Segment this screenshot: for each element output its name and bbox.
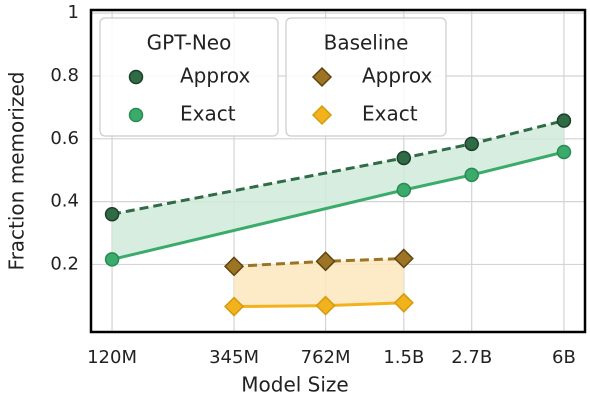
- marker: [104, 252, 120, 267]
- marker: [396, 182, 412, 198]
- x-tick-label: 120M: [87, 347, 137, 368]
- marker: [223, 256, 245, 277]
- marker: [311, 104, 333, 126]
- x-axis-label: Model Size: [241, 373, 348, 397]
- marker: [464, 136, 479, 152]
- legend-box: [99, 17, 279, 137]
- y-tick-label: 0.2: [50, 253, 79, 274]
- marker: [315, 295, 336, 316]
- marker: [393, 248, 414, 269]
- marker: [393, 292, 414, 313]
- marker: [223, 296, 245, 317]
- legend-label: Exact: [362, 102, 418, 126]
- marker: [128, 69, 144, 85]
- series-line: [111, 119, 565, 216]
- y-axis-label: Fraction memorized: [5, 72, 29, 271]
- marker: [464, 167, 479, 183]
- legend-label: Approx: [362, 64, 432, 88]
- marker: [315, 251, 336, 272]
- band-fill: [112, 120, 564, 260]
- y-tick-label: 0.4: [50, 191, 79, 212]
- plot-frame: [89, 8, 587, 334]
- legend-box: [285, 17, 447, 137]
- series-line: [111, 150, 565, 261]
- legend-title: Baseline: [324, 31, 409, 55]
- marker: [128, 107, 144, 123]
- x-tick-label: 345M: [209, 347, 259, 368]
- x-tick-label: 6B: [552, 347, 576, 368]
- x-tick-label: 1.5B: [383, 347, 424, 368]
- x-tick-label: 2.7B: [451, 347, 492, 368]
- marker: [556, 113, 572, 128]
- y-tick-label: 0.8: [50, 65, 79, 86]
- marker: [396, 150, 412, 166]
- y-tick-label: 1: [68, 2, 79, 23]
- marker: [311, 66, 333, 88]
- marker: [104, 206, 120, 222]
- legend-label: Approx: [180, 64, 250, 88]
- x-tick-label: 762M: [301, 347, 351, 368]
- legend-title: GPT-Neo: [147, 31, 232, 55]
- marker: [556, 144, 572, 160]
- band-fill: [234, 258, 404, 307]
- y-tick-label: 0.6: [50, 128, 79, 149]
- legend-label: Exact: [180, 102, 236, 126]
- legend: GPT-Neo Approx Exact Baseline Approx Exact: [99, 17, 447, 137]
